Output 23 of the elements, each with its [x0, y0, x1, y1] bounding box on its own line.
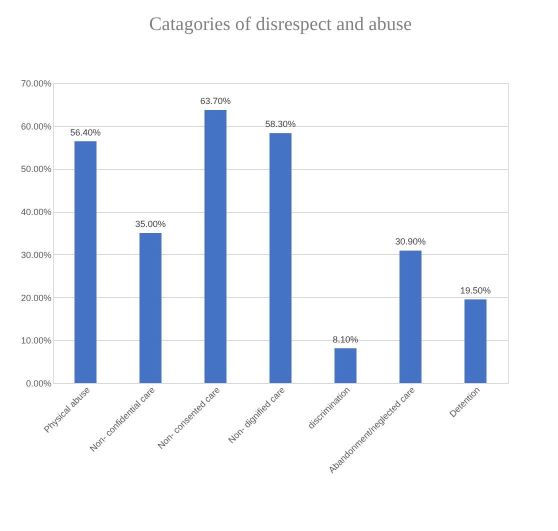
data-label: 35.00% — [135, 219, 166, 229]
bar — [334, 348, 356, 383]
bar — [270, 133, 292, 383]
data-label: 19.50% — [460, 285, 491, 296]
bar — [464, 299, 486, 383]
y-tick-label: 30.00% — [20, 250, 52, 260]
y-tick-label: 50.00% — [20, 164, 52, 174]
bar — [400, 250, 422, 383]
chart-title: Catagories of disrespect and abuse — [149, 14, 412, 35]
data-label: 56.40% — [70, 127, 101, 138]
y-tick-label: 70.00% — [20, 78, 52, 88]
data-label: 63.70% — [200, 96, 231, 106]
y-tick-label: 10.00% — [20, 336, 52, 346]
bar — [74, 141, 96, 383]
bar — [140, 233, 162, 383]
data-label: 30.90% — [395, 236, 426, 247]
y-tick-label: 40.00% — [20, 207, 52, 218]
data-label: 58.30% — [265, 119, 296, 130]
data-label: 8.10% — [332, 334, 358, 344]
y-tick-label: 0.00% — [26, 378, 52, 388]
bar — [204, 110, 226, 383]
y-tick-label: 20.00% — [20, 292, 52, 303]
y-tick-label: 60.00% — [20, 121, 52, 132]
